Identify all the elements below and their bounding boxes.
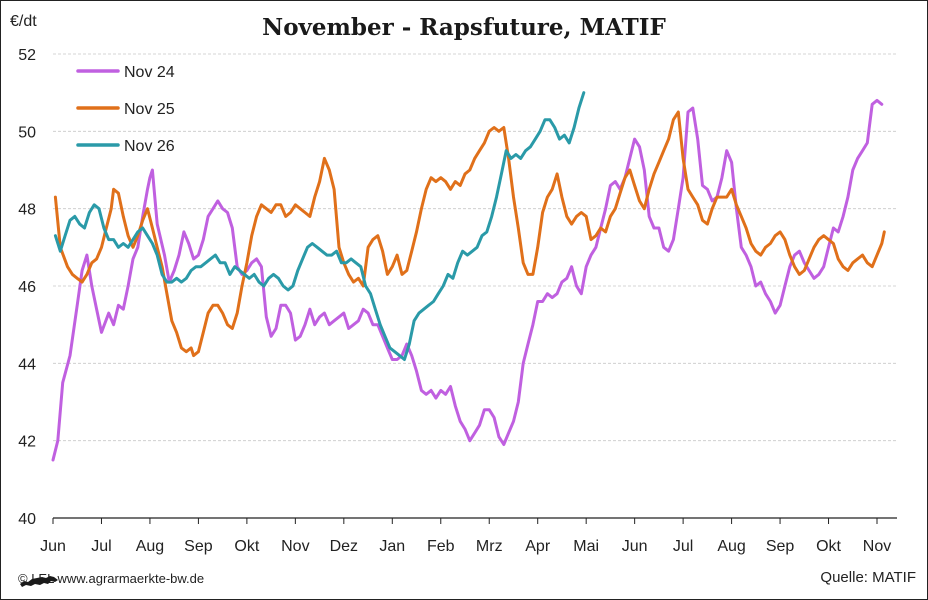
footer-source: Quelle: MATIF [820,569,916,586]
x-tick-label-17: Nov [863,538,891,555]
lion-logo-icon [20,576,58,587]
x-tick-label-15: Sep [766,538,795,555]
legend-label-2: Nov 26 [124,138,175,155]
series-line-nov-26 [53,91,586,361]
footer-copyright: © LEL www.agrarmaerkte-bw.de [18,571,205,586]
y-tick-labels: 40 42 44 46 48 50 52 [18,47,36,528]
y-tick-label-40: 40 [18,511,36,528]
x-tick-label-13: Jul [673,538,693,555]
legend: Nov 24 Nov 25 Nov 26 [76,64,175,155]
series-lines [51,91,886,462]
grid-lines [53,53,897,442]
x-tick-label-12: Jun [622,538,648,555]
x-tick-label-8: Feb [427,538,455,555]
x-tick-label-9: Mrz [476,538,503,555]
x-axis: Jun Jul Aug Sep Okt Nov Dez Jan Feb Mrz Apr Mai Jun J… [40,517,897,555]
x-tick-label-4: Okt [234,538,259,555]
y-tick-label-50: 50 [18,124,36,141]
legend-label-0: Nov 24 [124,64,175,81]
x-tick-label-1: Jul [91,538,111,555]
x-tick-label-11: Mai [573,538,599,555]
y-tick-label-46: 46 [18,279,36,296]
x-tick-label-10: Apr [525,538,551,555]
y-tick-label-52: 52 [18,47,36,64]
series-line-nov-25 [53,110,886,358]
x-tick-label-0: Jun [40,538,66,555]
series-line-nov-24 [51,98,884,462]
x-tick-label-5: Nov [281,538,309,555]
y-tick-label-44: 44 [18,356,36,373]
x-tick-label-6: Dez [330,538,358,555]
x-tick-label-2: Aug [136,538,164,555]
y-tick-label-48: 48 [18,202,36,219]
x-tick-label-7: Jan [379,538,405,555]
y-axis-unit: €/dt [10,13,37,30]
chart-title: November - Rapsfuture, MATIF [262,14,666,41]
footer-credit: © LEL www.agrarmaerkte-bw.de [18,571,205,587]
x-tick-label-14: Aug [717,538,745,555]
x-tick-label-16: Okt [816,538,841,555]
x-tick-label-3: Sep [184,538,213,555]
legend-label-1: Nov 25 [124,101,175,118]
y-tick-label-42: 42 [18,434,36,451]
